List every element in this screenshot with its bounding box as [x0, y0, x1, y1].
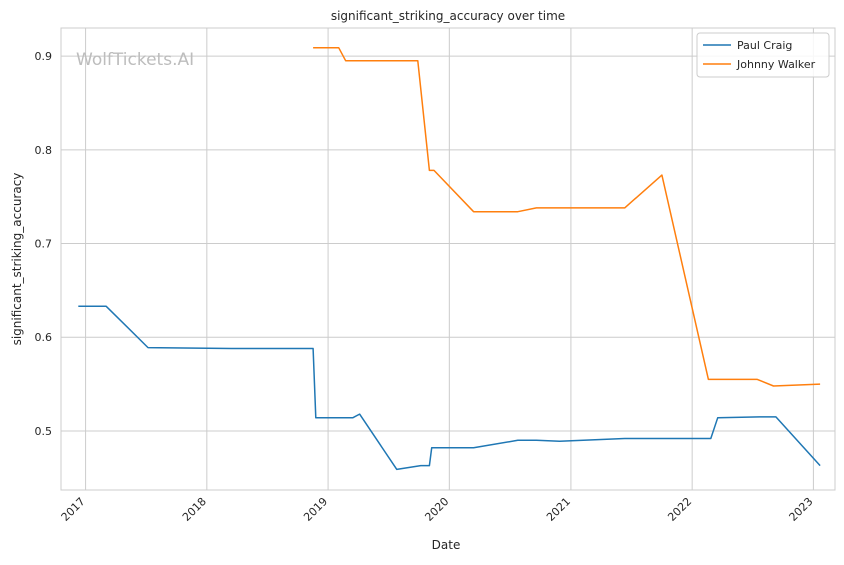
- series-layer: [78, 46, 821, 471]
- legend-box: [696, 32, 830, 78]
- legend-label-johnny-walker: Johnny Walker: [736, 58, 816, 71]
- plot-frame: [60, 27, 836, 491]
- x-axis-label: Date: [432, 538, 461, 552]
- y-tick-label: 0.9: [35, 50, 53, 63]
- y-axis-label: significant_striking_accuracy: [10, 173, 24, 346]
- chart-title: significant_striking_accuracy over time: [331, 9, 565, 23]
- grid-layer: [61, 28, 835, 490]
- y-tick-label: 0.7: [35, 238, 53, 251]
- legend-label-paul-craig: Paul Craig: [737, 39, 792, 52]
- y-tick-label: 0.5: [35, 425, 53, 438]
- watermark-text: WolfTickets.AI: [76, 50, 194, 70]
- series-line-paul-craig: [78, 305, 821, 471]
- y-tick-label: 0.8: [35, 144, 53, 157]
- series-line-johnny-walker: [313, 46, 821, 387]
- legend: Paul Craig Johnny Walker: [696, 32, 830, 78]
- y-tick-label: 0.6: [35, 331, 53, 344]
